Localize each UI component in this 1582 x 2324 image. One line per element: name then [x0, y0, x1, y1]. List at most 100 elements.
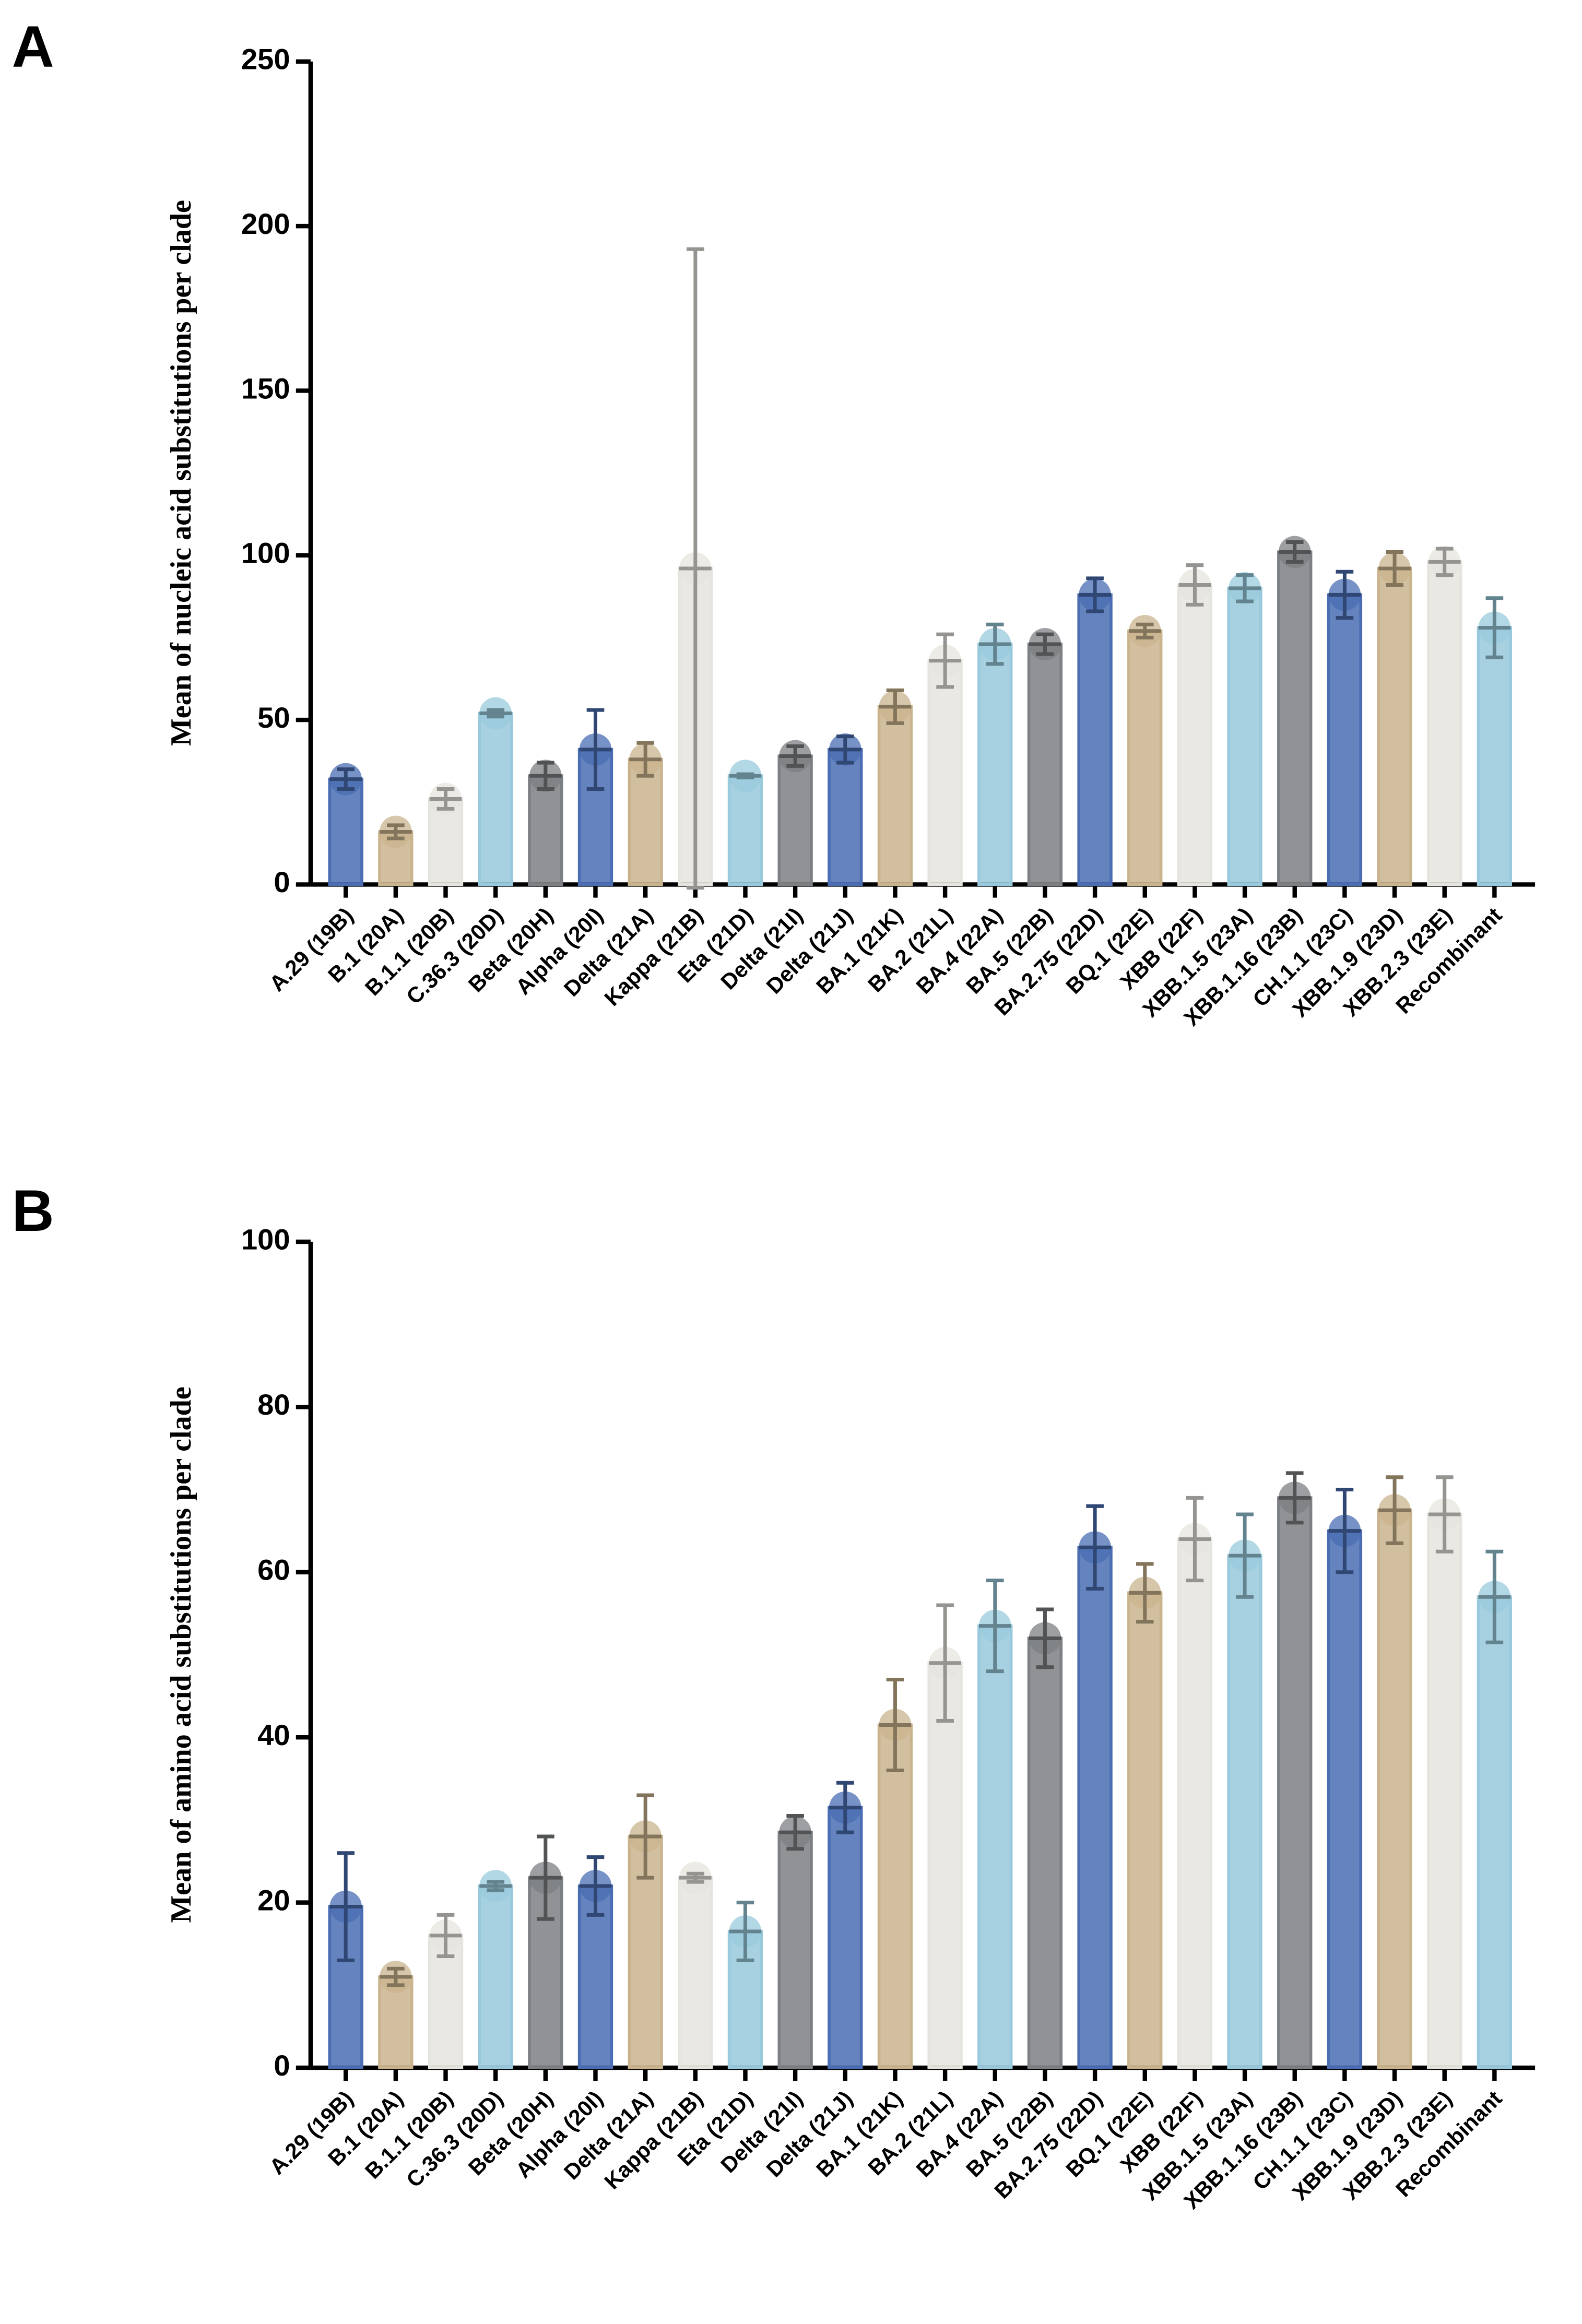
error-bar: [1029, 632, 1061, 656]
error-bar: [479, 1880, 512, 1892]
bar: [1027, 1637, 1063, 2069]
error-bar: [1478, 1549, 1511, 1644]
error-bar: [978, 1579, 1011, 1674]
bar: [1427, 1513, 1462, 2069]
error-bar: [1229, 573, 1261, 603]
bar: [1127, 630, 1163, 886]
error-bar: [679, 1871, 712, 1884]
y-tick-label: 50: [257, 701, 290, 734]
error-bar: [1178, 1496, 1211, 1583]
error-bar: [879, 688, 912, 725]
bar: [378, 1975, 414, 2069]
bar: [927, 659, 963, 886]
bar: [1127, 1591, 1163, 2069]
error-bar: [779, 744, 811, 768]
error-bar: [679, 247, 712, 890]
bar: [977, 1624, 1013, 2069]
bar: [1227, 587, 1262, 886]
error-bar: [629, 1793, 662, 1880]
error-bar: [379, 823, 412, 840]
y-tick-label: 20: [257, 1883, 290, 1916]
y-tick-label: 40: [257, 1718, 290, 1751]
error-bar: [978, 622, 1011, 666]
bar: [478, 1884, 513, 2069]
bar: [828, 1806, 863, 2069]
error-bar: [429, 1913, 462, 1958]
error-bar: [1378, 550, 1411, 587]
bar: [1277, 550, 1313, 886]
error-bar: [779, 1814, 811, 1851]
error-bar: [529, 1834, 562, 1921]
error-bar: [1029, 1607, 1061, 1669]
bar: [777, 1831, 813, 2069]
error-bar: [1328, 1488, 1361, 1574]
bar: [1377, 1509, 1412, 2069]
bar: [528, 774, 563, 886]
error-bar: [1229, 1512, 1261, 1599]
error-bar: [1128, 622, 1161, 639]
error-bar: [1178, 563, 1211, 607]
error-bar: [329, 767, 362, 791]
bar: [1377, 567, 1412, 886]
error-bar: [1128, 1562, 1161, 1624]
error-bar: [729, 772, 762, 779]
bar: [1427, 560, 1462, 886]
bar: [977, 643, 1013, 886]
bar: [877, 705, 913, 886]
bar: [1477, 1595, 1513, 2069]
bar: [1077, 593, 1113, 886]
bar: [478, 712, 513, 886]
bar: [628, 757, 663, 886]
y-tick-label: 60: [257, 1554, 290, 1586]
error-bar: [529, 761, 562, 791]
y-tick-label: 0: [274, 2049, 290, 2082]
y-axis-label: Mean of nucleic acid substitutions per c…: [165, 200, 197, 746]
error-bar: [379, 1966, 412, 1987]
bar: [1177, 583, 1213, 886]
bar: [1227, 1554, 1262, 2069]
error-bar: [929, 1603, 961, 1723]
error-bar: [829, 734, 861, 765]
bar: [1027, 643, 1063, 886]
error-bar: [329, 1851, 362, 1962]
y-tick-label: 200: [241, 207, 290, 240]
error-bar: [1328, 570, 1361, 620]
error-bar: [1378, 1475, 1411, 1545]
panel-label: A: [12, 14, 54, 79]
error-bar: [1278, 540, 1311, 564]
error-bar: [1478, 596, 1511, 659]
error-bar: [1278, 1471, 1311, 1525]
error-bar: [579, 1855, 612, 1917]
bar: [877, 1723, 913, 2069]
bar: [1277, 1496, 1313, 2069]
y-tick-label: 0: [274, 865, 290, 898]
y-tick-label: 250: [241, 43, 290, 76]
bar: [927, 1661, 963, 2069]
error-bar: [879, 1677, 912, 1772]
bar: [777, 754, 813, 886]
y-tick-label: 150: [241, 372, 290, 405]
bar: [828, 748, 863, 886]
bar: [678, 1876, 713, 2069]
error-bar: [579, 708, 612, 791]
bar: [727, 774, 763, 886]
error-bar: [829, 1781, 861, 1834]
bar: [1477, 626, 1513, 886]
error-bar: [479, 708, 512, 719]
y-tick-label: 80: [257, 1388, 290, 1421]
y-tick-label: 100: [241, 1223, 290, 1256]
error-bar: [1428, 547, 1461, 577]
error-bar: [1079, 576, 1111, 613]
error-bar: [729, 1901, 762, 1962]
error-bar: [929, 632, 961, 689]
y-tick-label: 100: [241, 537, 290, 570]
bar: [1327, 593, 1363, 886]
panel-label: B: [12, 1178, 54, 1243]
y-axis-label: Mean of amino acid substitutions per cla…: [165, 1386, 197, 1923]
bar: [1177, 1537, 1213, 2069]
error-bar: [1428, 1475, 1461, 1554]
error-bar: [1079, 1504, 1111, 1591]
error-bar: [629, 741, 662, 778]
bar: [1327, 1529, 1363, 2069]
